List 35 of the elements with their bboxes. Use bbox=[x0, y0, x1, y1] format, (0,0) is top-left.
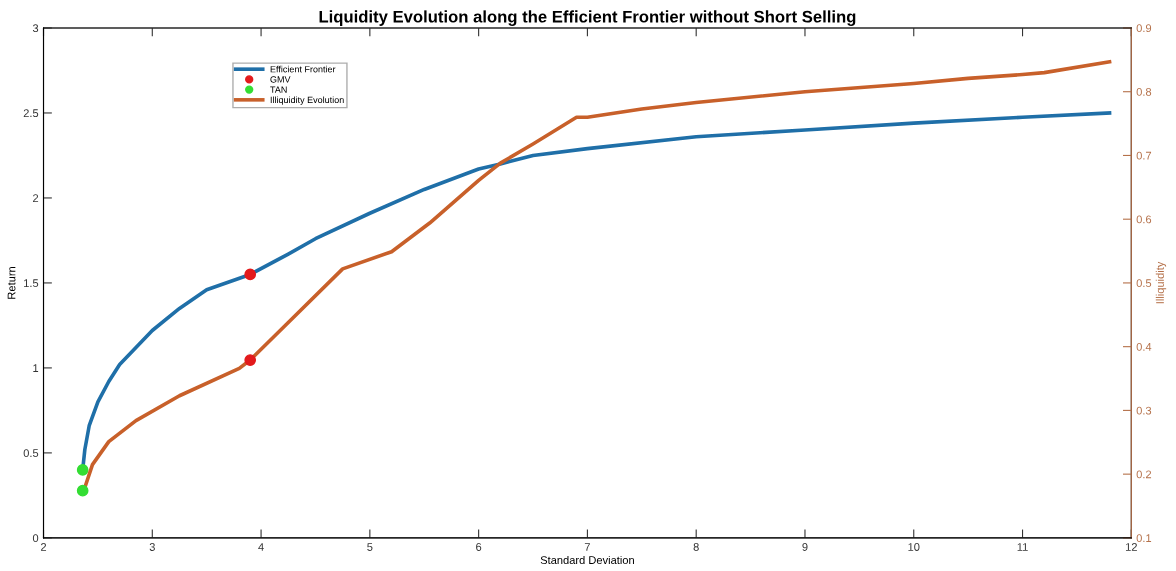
x-tick-label: 11 bbox=[1017, 543, 1028, 551]
y2-tick-label: 0.3 bbox=[1136, 406, 1152, 415]
y-tick-label: 1.5 bbox=[24, 279, 39, 288]
x-tick-label: 2 bbox=[40, 543, 47, 551]
y2-tick-label: 0.2 bbox=[1136, 470, 1152, 479]
x-tick-label: 5 bbox=[367, 543, 373, 551]
y2-tick-label: 0.4 bbox=[1136, 342, 1152, 351]
x-tick-label: 12 bbox=[1125, 543, 1137, 551]
y-tick-label: 1 bbox=[33, 364, 39, 372]
legend-label: GMV bbox=[270, 76, 291, 83]
y2-tick-label: 0.9 bbox=[1136, 24, 1152, 33]
y-axis-title: Return bbox=[7, 266, 16, 299]
y-tick-label: 2 bbox=[33, 194, 39, 202]
y2-tick-label: 0.6 bbox=[1136, 215, 1152, 224]
x-tick-label: 3 bbox=[149, 543, 155, 551]
y-tick-label: 2.5 bbox=[23, 109, 39, 118]
x-tick-label: 10 bbox=[908, 543, 920, 551]
x-tick-label: 8 bbox=[693, 543, 699, 551]
y2-axis-title: Illiquidity bbox=[1155, 261, 1167, 304]
y2-tick-label: 0.1 bbox=[1136, 534, 1152, 543]
y2-tick-label: 0.8 bbox=[1136, 87, 1152, 96]
y-tick-label: 0.5 bbox=[23, 449, 39, 458]
legend-label: Efficient Frontier bbox=[270, 65, 336, 73]
x-axis-title: Standard Deviation bbox=[540, 555, 634, 565]
legend-label: TAN bbox=[270, 86, 287, 93]
x-tick-label: 9 bbox=[802, 543, 808, 551]
y2-tick-label: 0.7 bbox=[1136, 151, 1152, 160]
chart-title: Liquidity Evolution along the Efficient Frontier without Short Selling bbox=[319, 10, 856, 26]
x-tick-label: 6 bbox=[476, 543, 482, 551]
y-tick-label: 0 bbox=[32, 534, 39, 543]
y-tick-label: 3 bbox=[32, 24, 39, 33]
legend-label: Illiquidity Evolution bbox=[270, 96, 344, 105]
x-tick-label: 7 bbox=[584, 543, 590, 551]
x-tick-label: 4 bbox=[258, 543, 264, 551]
y2-tick-label: 0.5 bbox=[1136, 279, 1152, 288]
